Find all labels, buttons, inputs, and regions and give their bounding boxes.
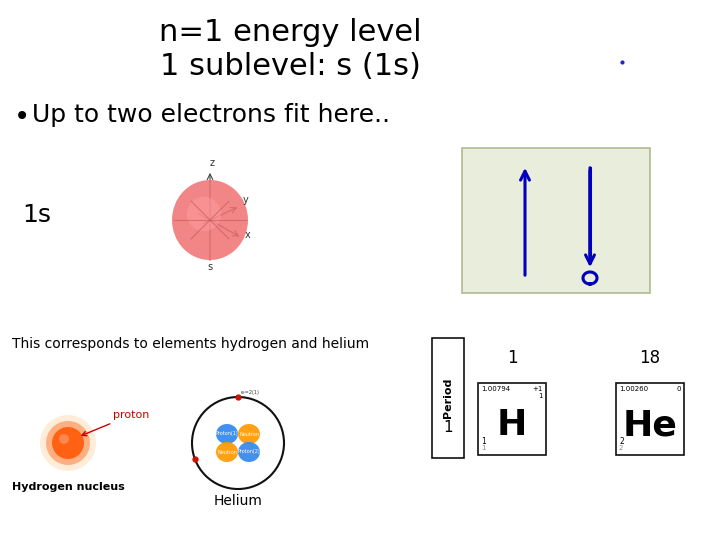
Text: Proton(2): Proton(2) — [238, 449, 261, 455]
Ellipse shape — [40, 415, 96, 471]
Text: Period: Period — [443, 378, 453, 418]
Text: Neutron: Neutron — [217, 449, 237, 455]
Ellipse shape — [216, 442, 238, 462]
Text: x: x — [245, 230, 251, 240]
Text: He: He — [623, 408, 678, 442]
Text: H: H — [497, 408, 527, 442]
Text: e-=2(1): e-=2(1) — [241, 390, 260, 395]
Ellipse shape — [216, 424, 238, 444]
Text: 2: 2 — [619, 445, 624, 451]
Text: s: s — [207, 262, 212, 272]
Text: 1s: 1s — [22, 203, 51, 227]
Text: 1: 1 — [481, 437, 486, 446]
Bar — [432, 338, 464, 458]
Text: •: • — [14, 103, 30, 131]
Text: 1: 1 — [481, 445, 485, 451]
Ellipse shape — [46, 421, 90, 465]
Text: 1 sublevel: s (1s): 1 sublevel: s (1s) — [160, 52, 420, 81]
Text: 1: 1 — [507, 349, 517, 367]
Text: 18: 18 — [639, 349, 660, 367]
Text: This corresponds to elements hydrogen and helium: This corresponds to elements hydrogen an… — [12, 337, 369, 351]
Text: n=1 energy level: n=1 energy level — [158, 18, 421, 47]
Text: 2: 2 — [619, 437, 624, 446]
Ellipse shape — [172, 180, 248, 260]
Circle shape — [192, 397, 284, 489]
Text: Up to two electrons fit here..: Up to two electrons fit here.. — [32, 103, 390, 127]
Text: z: z — [210, 158, 215, 168]
Text: 1: 1 — [539, 393, 543, 399]
Bar — [478, 383, 546, 455]
Text: 1.00794: 1.00794 — [481, 386, 510, 392]
Text: y: y — [243, 195, 248, 205]
Text: Neutron: Neutron — [239, 431, 259, 436]
Text: 1.00260: 1.00260 — [619, 386, 648, 392]
Text: Helium: Helium — [214, 494, 262, 508]
Text: proton: proton — [82, 410, 149, 436]
Ellipse shape — [187, 197, 221, 231]
Text: 1: 1 — [444, 421, 453, 435]
Ellipse shape — [238, 442, 260, 462]
Bar — [462, 148, 650, 293]
Bar — [616, 383, 684, 455]
Text: Hydrogen nucleus: Hydrogen nucleus — [12, 482, 125, 492]
Ellipse shape — [52, 427, 84, 459]
Text: Proton(1): Proton(1) — [215, 431, 238, 436]
Ellipse shape — [238, 424, 260, 444]
Text: +1: +1 — [533, 386, 543, 392]
Ellipse shape — [59, 434, 69, 444]
Text: 0: 0 — [677, 386, 681, 392]
